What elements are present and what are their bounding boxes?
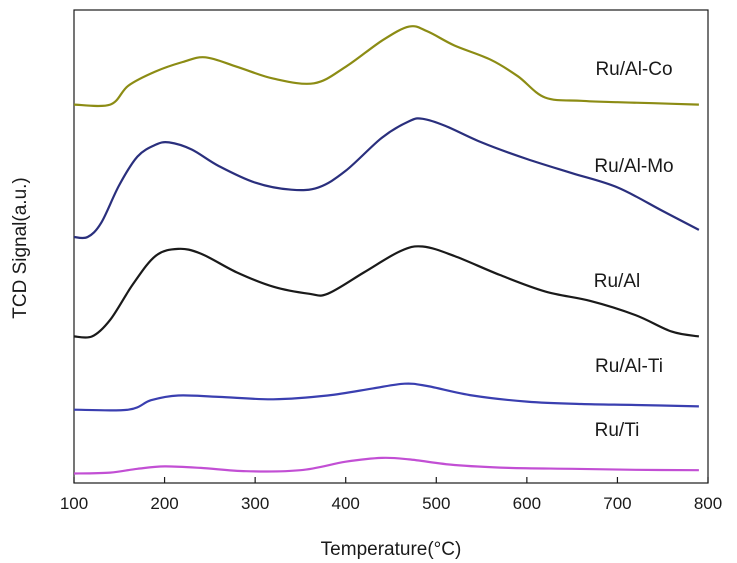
series-label: Ru/Al-Mo: [594, 156, 673, 177]
curves-group: [73, 25, 700, 475]
x-ticks-group: 100 200 300 400 500 600 700 800: [60, 477, 722, 513]
y-axis-title: TCD Signal(a.u.): [10, 177, 31, 319]
series-line-ru-al-ti: [73, 382, 699, 412]
series-line-ru-al-co: [73, 25, 699, 108]
series-label: Ru/Ti: [595, 420, 640, 441]
series-label: Ru/Al-Co: [595, 59, 672, 80]
series-line-ru-ti: [73, 456, 699, 475]
plot-frame: [73, 9, 709, 484]
x-axis-title: Temperature(°C): [321, 539, 462, 560]
series-label: Ru/Al-Ti: [595, 356, 663, 377]
x-tick-label: 400: [332, 494, 360, 513]
x-tick-label: 100: [60, 494, 88, 513]
x-tick-label: 600: [513, 494, 541, 513]
x-tick-label: 700: [603, 494, 631, 513]
series-line-ru-al: [73, 245, 700, 339]
x-tick-label: 300: [241, 494, 269, 513]
series-line-ru-al-mo: [73, 117, 700, 240]
series-label: Ru/Al: [594, 271, 640, 292]
x-tick-label: 500: [422, 494, 450, 513]
x-tick-label: 200: [150, 494, 178, 513]
series-labels-group: Ru/Al-Co Ru/Al-Mo Ru/Al Ru/Al-Ti Ru/Ti: [594, 59, 674, 441]
x-tick-label: 800: [694, 494, 722, 513]
